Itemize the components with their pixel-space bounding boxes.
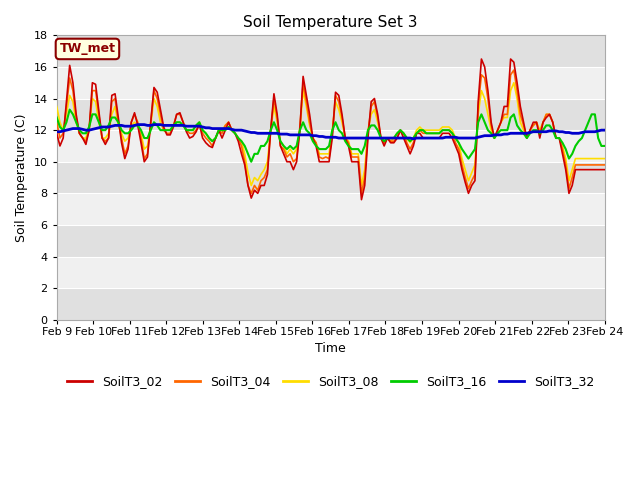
SoilT3_04 xyxy=(345,140,353,145)
Bar xyxy=(57,225,605,256)
SoilT3_02 xyxy=(477,56,485,62)
SoilT3_04 xyxy=(322,154,330,160)
SoilT3_08 xyxy=(345,138,353,144)
SoilT3_02 xyxy=(316,159,323,165)
SoilT3_02 xyxy=(319,159,326,165)
Bar xyxy=(57,256,605,288)
SoilT3_32 xyxy=(601,127,609,133)
Bar xyxy=(57,162,605,193)
SoilT3_16 xyxy=(264,138,271,144)
Bar xyxy=(57,36,605,67)
Bar xyxy=(57,193,605,225)
SoilT3_16 xyxy=(601,143,609,149)
SoilT3_02 xyxy=(53,131,61,136)
Y-axis label: Soil Temperature (C): Soil Temperature (C) xyxy=(15,113,28,242)
SoilT3_08 xyxy=(131,120,138,125)
SoilT3_02 xyxy=(257,182,265,188)
Bar xyxy=(57,130,605,162)
Line: SoilT3_32: SoilT3_32 xyxy=(57,125,605,139)
SoilT3_04 xyxy=(131,111,138,117)
SoilT3_08 xyxy=(53,104,61,109)
Title: Soil Temperature Set 3: Soil Temperature Set 3 xyxy=(243,15,418,30)
Line: SoilT3_08: SoilT3_08 xyxy=(57,83,605,185)
Legend: SoilT3_02, SoilT3_04, SoilT3_08, SoilT3_16, SoilT3_32: SoilT3_02, SoilT3_04, SoilT3_08, SoilT3_… xyxy=(62,370,599,393)
SoilT3_08 xyxy=(322,151,330,157)
SoilT3_16 xyxy=(348,146,356,152)
Line: SoilT3_16: SoilT3_16 xyxy=(57,109,605,162)
SoilT3_08 xyxy=(248,182,255,188)
SoilT3_32 xyxy=(53,129,61,134)
SoilT3_04 xyxy=(510,67,518,73)
SoilT3_16 xyxy=(248,159,255,165)
SoilT3_02 xyxy=(341,135,349,141)
SoilT3_32 xyxy=(345,135,353,141)
Bar xyxy=(57,98,605,130)
Bar xyxy=(57,67,605,98)
SoilT3_02 xyxy=(549,120,557,125)
SoilT3_16 xyxy=(322,146,330,152)
SoilT3_16 xyxy=(53,115,61,120)
SoilT3_32 xyxy=(134,122,141,128)
SoilT3_04 xyxy=(53,120,61,125)
X-axis label: Time: Time xyxy=(316,342,346,355)
SoilT3_08 xyxy=(510,80,518,85)
SoilT3_16 xyxy=(549,127,557,133)
SoilT3_32 xyxy=(131,122,138,128)
SoilT3_32 xyxy=(260,131,268,136)
SoilT3_08 xyxy=(549,120,557,125)
SoilT3_16 xyxy=(66,107,74,112)
SoilT3_08 xyxy=(601,156,609,161)
SoilT3_04 xyxy=(260,175,268,180)
SoilT3_32 xyxy=(319,133,326,139)
SoilT3_08 xyxy=(260,167,268,172)
SoilT3_02 xyxy=(358,197,365,203)
SoilT3_02 xyxy=(601,167,609,172)
SoilT3_16 xyxy=(134,122,141,128)
Bar xyxy=(57,288,605,320)
Line: SoilT3_04: SoilT3_04 xyxy=(57,70,605,193)
Text: TW_met: TW_met xyxy=(60,42,115,56)
SoilT3_32 xyxy=(322,134,330,140)
SoilT3_04 xyxy=(319,156,326,161)
SoilT3_02 xyxy=(131,110,138,116)
SoilT3_32 xyxy=(549,128,557,134)
SoilT3_04 xyxy=(601,162,609,168)
SoilT3_04 xyxy=(248,191,255,196)
SoilT3_32 xyxy=(410,136,417,142)
SoilT3_08 xyxy=(319,151,326,157)
SoilT3_16 xyxy=(325,143,333,149)
SoilT3_04 xyxy=(549,120,557,125)
Line: SoilT3_02: SoilT3_02 xyxy=(57,59,605,200)
